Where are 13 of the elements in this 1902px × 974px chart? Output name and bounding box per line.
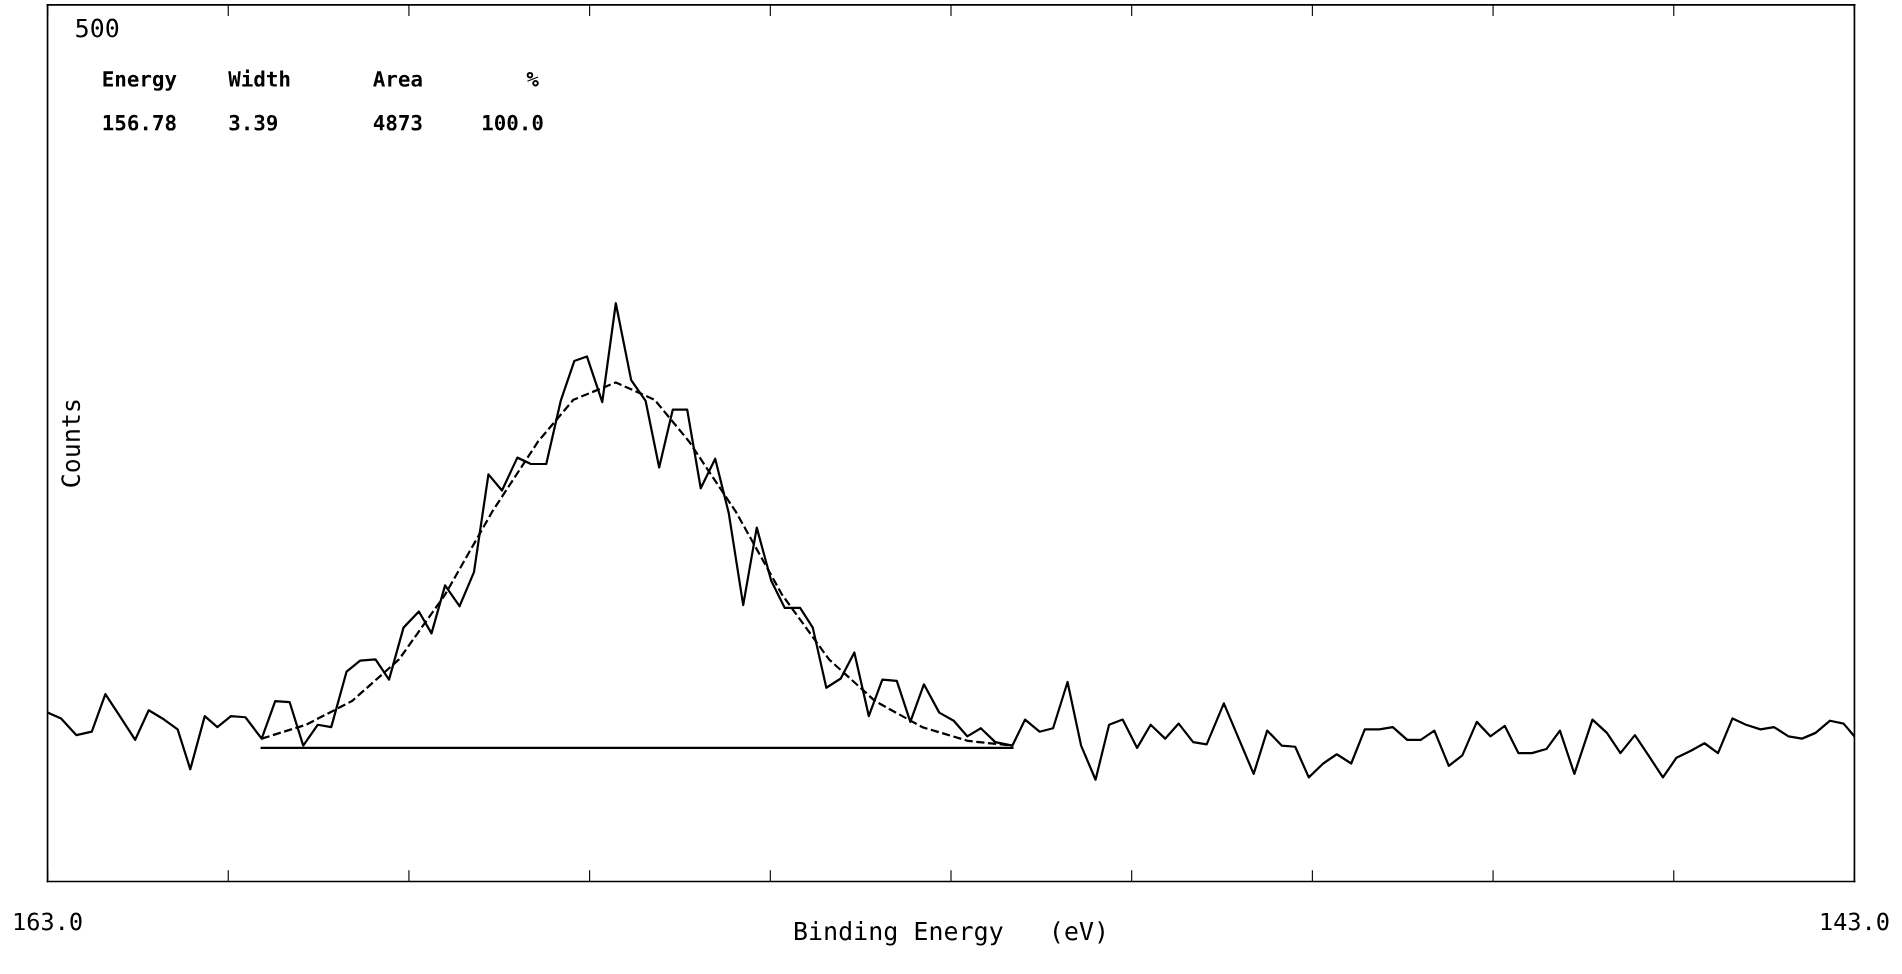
text: 156.78 [103,114,176,131]
text: 4873 [373,114,422,131]
text: 100.0 [483,114,543,131]
text: Area [373,71,422,87]
x-tick-label: 143.0 [1821,912,1889,931]
y-axis-title: Counts [61,400,81,487]
x-axis-title: Binding Energy (eV) [794,921,1104,946]
text: 3.39 [229,114,278,131]
text: 500 [76,18,119,38]
text: % [526,71,539,87]
text: Width [228,69,290,87]
x-tick-label: 163.0 [14,912,82,931]
text: Energy [103,71,177,91]
